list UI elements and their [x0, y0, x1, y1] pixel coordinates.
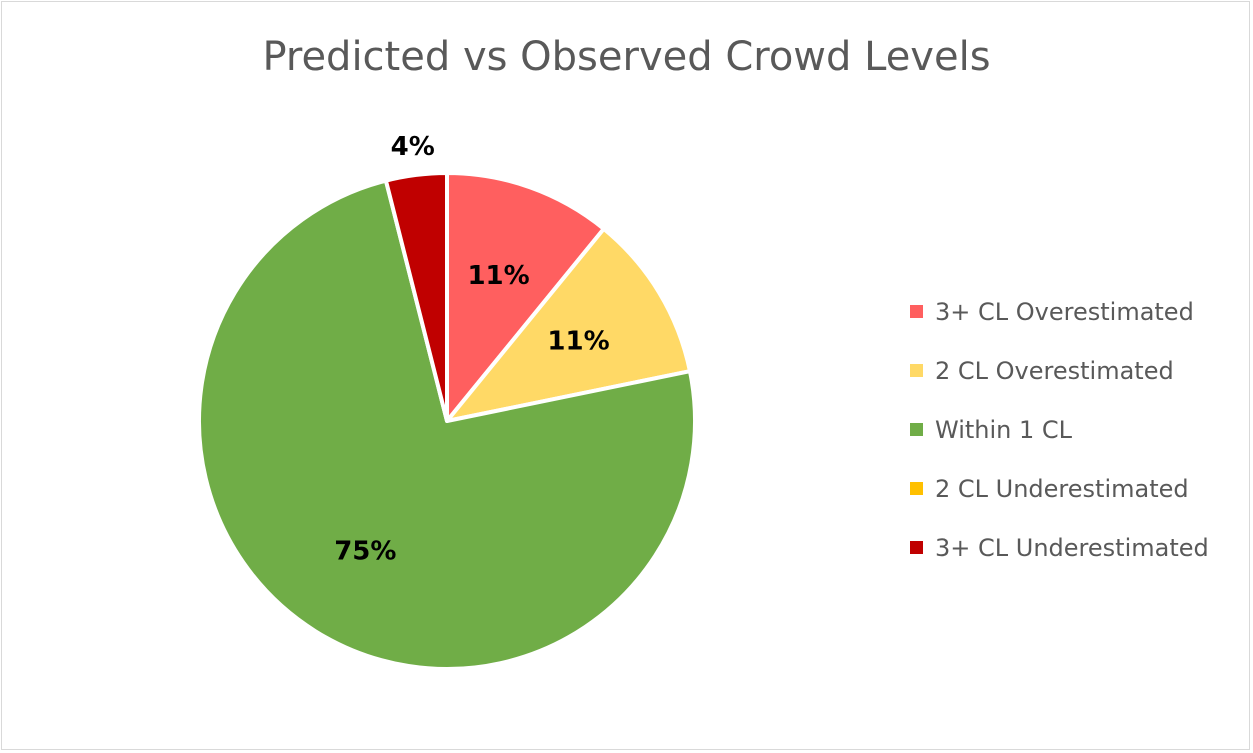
legend-swatch [910, 482, 923, 495]
data-label-3-cl-overestimated: 11% [467, 261, 529, 291]
pie-slice-3-cl-underestimated [383, 171, 449, 423]
legend-swatch [910, 423, 923, 436]
legend-item-2-cl-underestimated: 2 CL Underestimated [910, 459, 1240, 518]
legend-item-3-cl-overestimated: 3+ CL Overestimated [910, 282, 1240, 341]
legend-item-2-cl-overestimated: 2 CL Overestimated [910, 341, 1240, 400]
legend-swatch [910, 541, 923, 554]
pie-slice-within-1-cl [197, 178, 697, 671]
legend-label: 3+ CL Underestimated [935, 533, 1209, 562]
data-label-2-cl-overestimated: 11% [547, 326, 609, 356]
pie-slice-3-cl-overestimated [445, 171, 606, 423]
chart-title: Predicted vs Observed Crowd Levels [262, 34, 991, 80]
legend-label: 2 CL Overestimated [935, 356, 1174, 385]
legend-label: Within 1 CL [935, 415, 1073, 444]
legend-label: 2 CL Underestimated [935, 474, 1189, 503]
chart-legend: 3+ CL Overestimated 2 CL Overestimated Wit… [910, 282, 1240, 577]
pie-slice-2-cl-overestimated [445, 226, 692, 423]
data-label-within-1-cl: 75% [334, 536, 396, 566]
legend-item-within-1-cl: Within 1 CL [910, 400, 1240, 459]
pie-data-labels: 11% 11% 75% 4% [334, 132, 609, 566]
data-label-3-cl-underestimated: 4% [391, 132, 435, 162]
legend-item-3-cl-underestimated: 3+ CL Underestimated [910, 518, 1240, 577]
pie-slices [197, 171, 697, 671]
legend-swatch [910, 305, 923, 318]
legend-swatch [910, 364, 923, 377]
legend-label: 3+ CL Overestimated [935, 297, 1194, 326]
